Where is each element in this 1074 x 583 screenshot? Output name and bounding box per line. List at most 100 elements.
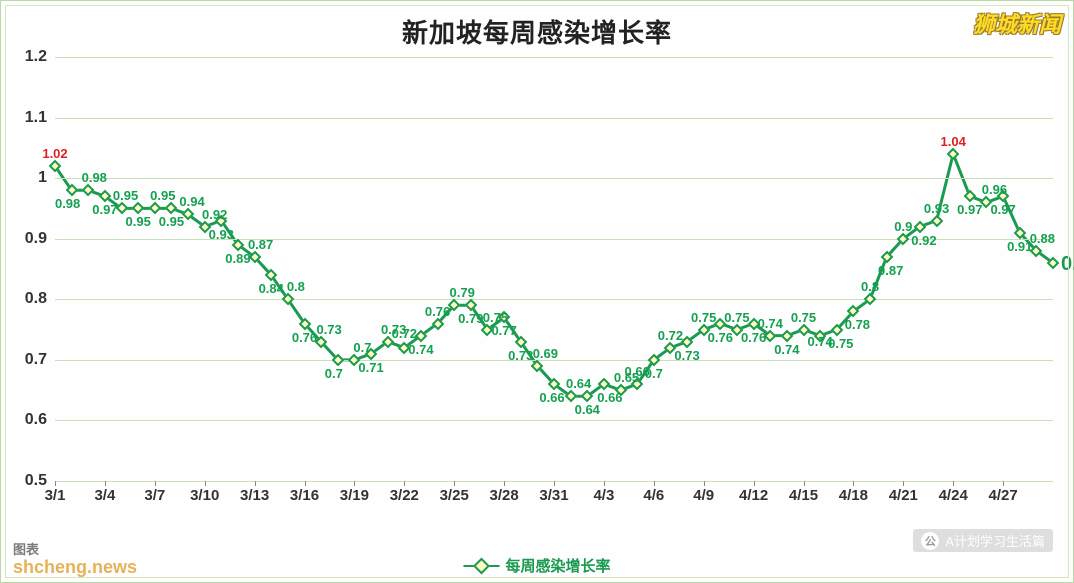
- x-tick: [953, 481, 954, 486]
- data-value-label: 0.94: [179, 194, 204, 209]
- data-value-label: 0.72: [392, 326, 417, 341]
- data-value-label: 0.74: [408, 342, 433, 357]
- x-axis-label: 3/13: [240, 487, 269, 504]
- data-value-label: 0.76: [292, 330, 317, 345]
- data-value-label: 0.97: [92, 202, 117, 217]
- data-value-label: 0.64: [575, 402, 600, 417]
- data-value-label: 0.84: [259, 281, 284, 296]
- watermark-bottom-left: shcheng.news: [13, 557, 137, 578]
- x-tick: [404, 481, 405, 486]
- chart-container: 新加坡每周感染增长率 狮城新闻 0.50.60.70.80.911.11.23/…: [0, 0, 1074, 583]
- data-value-label: 0.73: [316, 322, 341, 337]
- data-value-label: 0.92: [202, 207, 227, 222]
- x-axis-label: 3/16: [290, 487, 319, 504]
- x-axis-label: 4/6: [643, 487, 664, 504]
- data-value-label: 0.86: [1061, 253, 1074, 276]
- x-axis-label: 3/28: [489, 487, 518, 504]
- data-value-label: 0.88: [1030, 231, 1055, 246]
- data-value-label: 0.7: [353, 340, 371, 355]
- data-value-label: 0.87: [878, 263, 903, 278]
- data-value-label: 0.98: [55, 196, 80, 211]
- data-value-label: 0.97: [990, 202, 1015, 217]
- x-tick: [305, 481, 306, 486]
- legend-label: 每周感染增长率: [505, 555, 610, 576]
- data-value-label: 0.75: [691, 310, 716, 325]
- x-tick: [1003, 481, 1004, 486]
- x-axis-label: 3/19: [340, 487, 369, 504]
- x-tick: [554, 481, 555, 486]
- data-value-label: 1.04: [941, 134, 966, 149]
- data-value-label: 0.73: [508, 348, 533, 363]
- data-value-label: 0.69: [533, 346, 558, 361]
- x-tick: [255, 481, 256, 486]
- x-tick: [654, 481, 655, 486]
- x-tick: [754, 481, 755, 486]
- data-value-label: 0.75: [483, 310, 508, 325]
- x-axis-label: 4/9: [693, 487, 714, 504]
- y-axis-label: 0.6: [25, 411, 47, 429]
- data-value-label: 0.98: [82, 170, 107, 185]
- data-value-label: 0.77: [491, 323, 516, 338]
- data-value-label: 0.79: [450, 285, 475, 300]
- data-value-label: 0.8: [287, 279, 305, 294]
- data-value-label: 0.95: [113, 188, 138, 203]
- data-value-label: 0.79: [458, 311, 483, 326]
- x-axis-label: 3/4: [94, 487, 115, 504]
- data-value-label: 0.96: [982, 182, 1007, 197]
- x-tick: [704, 481, 705, 486]
- x-tick: [55, 481, 56, 486]
- data-value-label: 0.93: [924, 201, 949, 216]
- plot-area: 0.50.60.70.80.911.11.23/13/43/73/103/133…: [55, 57, 1053, 481]
- x-axis-label: 3/25: [440, 487, 469, 504]
- gridline-h: [55, 118, 1053, 119]
- x-axis-label: 3/1: [45, 487, 66, 504]
- watermark-bottom-left-cn: 图表: [13, 539, 39, 558]
- data-value-label: 0.97: [957, 202, 982, 217]
- data-value-label: 0.74: [774, 342, 799, 357]
- x-axis-label: 3/10: [190, 487, 219, 504]
- data-value-label: 0.87: [248, 237, 273, 252]
- x-tick: [454, 481, 455, 486]
- data-value-label: 0.89: [225, 251, 250, 266]
- x-axis-label: 4/21: [889, 487, 918, 504]
- legend-marker-icon: [463, 565, 499, 567]
- data-value-label: 0.92: [911, 233, 936, 248]
- x-tick: [105, 481, 106, 486]
- gridline-h: [55, 299, 1053, 300]
- data-value-label: 0.95: [126, 214, 151, 229]
- legend: 每周感染增长率: [463, 555, 610, 576]
- data-value-label: 0.71: [358, 360, 383, 375]
- data-value-label: 0.8: [861, 279, 879, 294]
- data-value-label: 0.76: [708, 330, 733, 345]
- data-value-label: 0.7: [645, 366, 663, 381]
- y-axis-label: 1.2: [25, 48, 47, 66]
- data-value-label: 0.64: [566, 376, 591, 391]
- gridline-h: [55, 420, 1053, 421]
- watermark-bottom-right: 公 A计划学习生活篇: [913, 529, 1053, 552]
- x-axis-label: 3/22: [390, 487, 419, 504]
- data-value-label: 0.93: [209, 227, 234, 242]
- data-value-label: 0.73: [674, 348, 699, 363]
- y-axis-label: 0.8: [25, 290, 47, 308]
- y-axis-label: 0.9: [25, 230, 47, 248]
- data-value-label: 0.95: [150, 188, 175, 203]
- x-tick: [804, 481, 805, 486]
- y-axis-label: 0.7: [25, 351, 47, 369]
- data-value-label: 0.76: [741, 330, 766, 345]
- y-axis-label: 1.1: [25, 109, 47, 127]
- x-axis-label: 4/15: [789, 487, 818, 504]
- x-axis-label: 3/7: [144, 487, 165, 504]
- data-value-label: 0.66: [539, 390, 564, 405]
- data-value-label: 0.7: [325, 366, 343, 381]
- data-value-label: 0.76: [425, 304, 450, 319]
- x-axis-label: 4/12: [739, 487, 768, 504]
- data-value-label: 0.78: [845, 317, 870, 332]
- data-value-label: 0.9: [894, 219, 912, 234]
- data-value-label: 0.66: [597, 390, 622, 405]
- x-axis-label: 4/3: [593, 487, 614, 504]
- x-tick: [903, 481, 904, 486]
- data-value-label: 0.91: [1007, 239, 1032, 254]
- x-axis-label: 4/24: [939, 487, 968, 504]
- x-tick: [155, 481, 156, 486]
- x-axis-label: 4/18: [839, 487, 868, 504]
